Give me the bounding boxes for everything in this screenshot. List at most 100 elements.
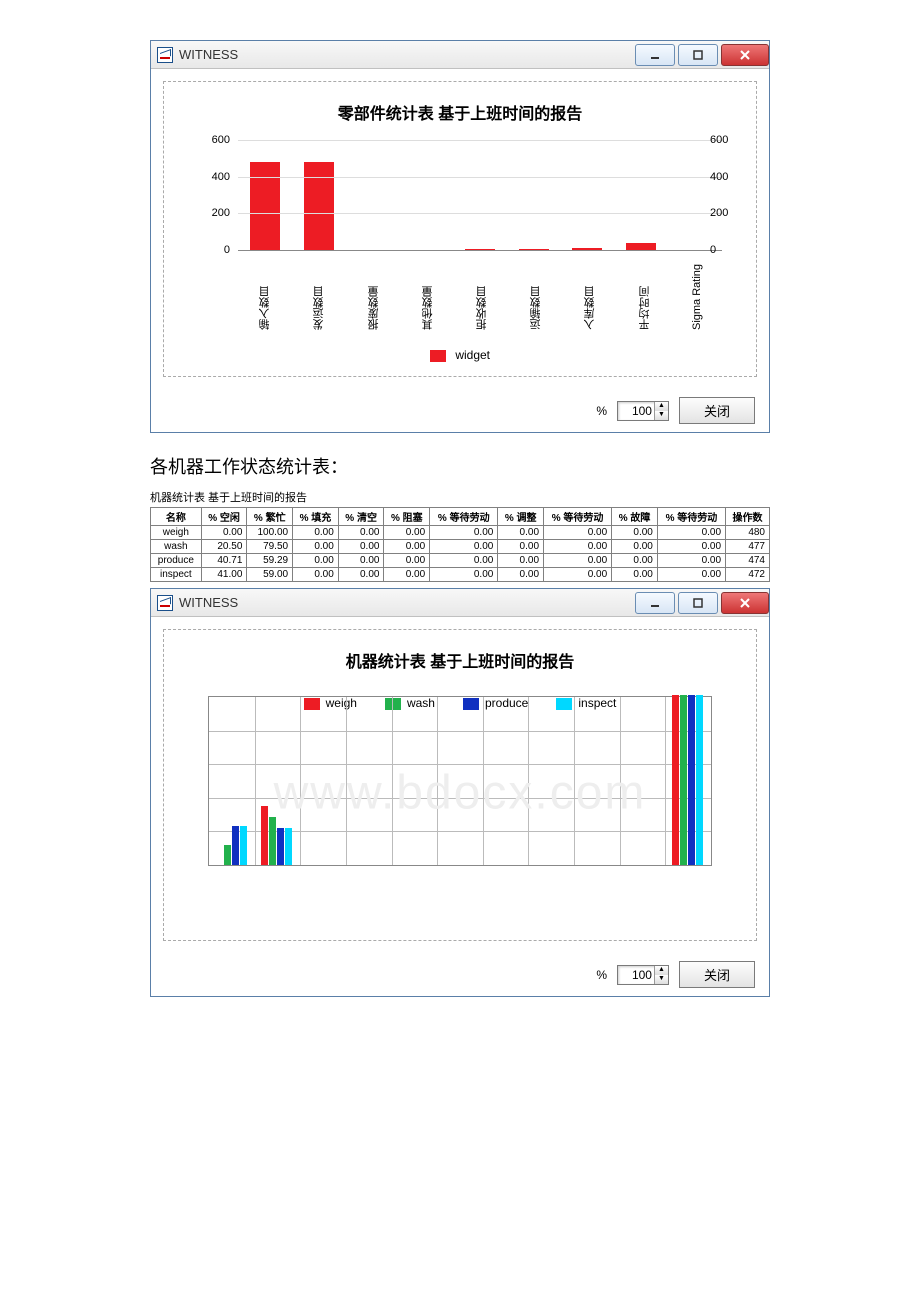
bar — [261, 806, 268, 866]
xlabel: 平均时间 — [637, 252, 653, 330]
cell: 0.00 — [338, 540, 384, 554]
cell: 0.00 — [544, 540, 612, 554]
xlabel: 输入数目 — [257, 252, 273, 330]
table-row: wash20.5079.500.000.000.000.000.000.000.… — [151, 540, 770, 554]
zoom-spinner[interactable]: ▲ ▼ — [617, 401, 669, 421]
chart2-panel: 机器统计表 基于上班时间的报告 weighwashproduceinspect — [163, 629, 757, 941]
chart1-yaxis-right: 0200400600 — [706, 140, 742, 250]
cell: 0.00 — [612, 554, 658, 568]
ytick: 400 — [710, 171, 728, 183]
xlabel: 拒收数目 — [474, 252, 490, 330]
cell: 0.00 — [612, 540, 658, 554]
stats-table-wrap: 机器统计表 基于上班时间的报告 名称% 空闲% 繁忙% 填充% 清空% 阻塞% … — [150, 489, 770, 582]
cell: 0.00 — [657, 568, 725, 582]
window-controls — [632, 592, 769, 614]
spin-up[interactable]: ▲ — [654, 402, 668, 411]
window-controls — [632, 44, 769, 66]
bar-group — [261, 806, 292, 866]
minimize-button[interactable] — [635, 592, 675, 614]
bottom-bar: % ▲ ▼ 关闭 — [151, 953, 769, 996]
bar — [285, 828, 292, 865]
cell: 41.00 — [201, 568, 247, 582]
close-button[interactable] — [721, 44, 769, 66]
cell: 0.00 — [430, 554, 498, 568]
cell: 0.00 — [384, 540, 430, 554]
cell: 79.50 — [247, 540, 293, 554]
chart2-plot — [208, 696, 712, 866]
cell: 0.00 — [612, 568, 658, 582]
bar-group — [672, 695, 703, 865]
cell: weigh — [151, 526, 202, 540]
cell: 0.00 — [430, 568, 498, 582]
spin-down[interactable]: ▼ — [654, 975, 668, 984]
cell: produce — [151, 554, 202, 568]
xlabel: 发运数目 — [311, 252, 327, 330]
bar — [240, 826, 247, 865]
stats-table: 名称% 空闲% 繁忙% 填充% 清空% 阻塞% 等待劳动% 调整% 等待劳动% … — [150, 507, 770, 582]
cell: 0.00 — [293, 568, 339, 582]
cell: 472 — [726, 568, 770, 582]
col-header: 名称 — [151, 508, 202, 526]
zoom-spinner[interactable]: ▲ ▼ — [617, 965, 669, 985]
chart1-title: 零部件统计表 基于上班时间的报告 — [178, 100, 742, 124]
bar — [277, 828, 284, 865]
cell: 0.00 — [498, 568, 544, 582]
bar — [626, 243, 656, 250]
app-icon — [157, 47, 173, 63]
cell: 0.00 — [384, 568, 430, 582]
chart2-title: 机器统计表 基于上班时间的报告 — [178, 648, 742, 672]
chart1-xlabels: 输入数目发运数目报废数量其他数量拒收数目运输数目入库数目平均时间Sigma Ra… — [238, 252, 722, 330]
col-header: % 空闲 — [201, 508, 247, 526]
ytick: 600 — [212, 134, 230, 146]
bar-group — [216, 826, 247, 865]
col-header: % 填充 — [293, 508, 339, 526]
ytick: 200 — [212, 207, 230, 219]
legend-label: widget — [455, 348, 490, 362]
bar — [688, 695, 695, 865]
bar — [224, 845, 231, 865]
cell: 59.00 — [247, 568, 293, 582]
chart1-yaxis-left: 0200400600 — [178, 140, 234, 250]
close-panel-button[interactable]: 关闭 — [679, 397, 755, 424]
cell: 59.29 — [247, 554, 293, 568]
bar — [696, 695, 703, 865]
xlabel: 入库数目 — [582, 252, 598, 330]
cell: 480 — [726, 526, 770, 540]
close-button[interactable] — [721, 592, 769, 614]
cell: wash — [151, 540, 202, 554]
maximize-button[interactable] — [678, 592, 718, 614]
cell: 0.00 — [498, 526, 544, 540]
bar — [232, 826, 239, 865]
chart1-legend: widget — [178, 348, 742, 362]
titlebar: WITNESS — [151, 41, 769, 69]
window-title: WITNESS — [179, 595, 238, 610]
zoom-input[interactable] — [618, 402, 654, 420]
spin-down[interactable]: ▼ — [654, 411, 668, 420]
spin-up[interactable]: ▲ — [654, 966, 668, 975]
col-header: % 繁忙 — [247, 508, 293, 526]
chart1-plot — [238, 140, 722, 250]
ytick: 0 — [224, 244, 230, 256]
cell: 0.00 — [430, 526, 498, 540]
minimize-button[interactable] — [635, 44, 675, 66]
maximize-button[interactable] — [678, 44, 718, 66]
cell: 0.00 — [293, 526, 339, 540]
window-machine-stats: WITNESS 机器统计表 基于上班时间的报告 weighwashproduce… — [150, 588, 770, 997]
ytick: 600 — [710, 134, 728, 146]
xlabel: Sigma Rating — [691, 252, 703, 330]
zoom-input[interactable] — [618, 966, 654, 984]
cell: 0.00 — [544, 526, 612, 540]
chart1-panel: 零部件统计表 基于上班时间的报告 0200400600 0200400600 输… — [163, 81, 757, 377]
cell: 0.00 — [338, 568, 384, 582]
bar — [269, 817, 276, 865]
chart1-bars — [238, 140, 722, 250]
cell: 0.00 — [293, 540, 339, 554]
col-header: % 故障 — [612, 508, 658, 526]
legend-swatch — [430, 350, 446, 362]
col-header: % 阻塞 — [384, 508, 430, 526]
ytick: 200 — [710, 207, 728, 219]
cell: 0.00 — [544, 568, 612, 582]
close-panel-button[interactable]: 关闭 — [679, 961, 755, 988]
cell: 0.00 — [338, 554, 384, 568]
cell: 0.00 — [657, 526, 725, 540]
